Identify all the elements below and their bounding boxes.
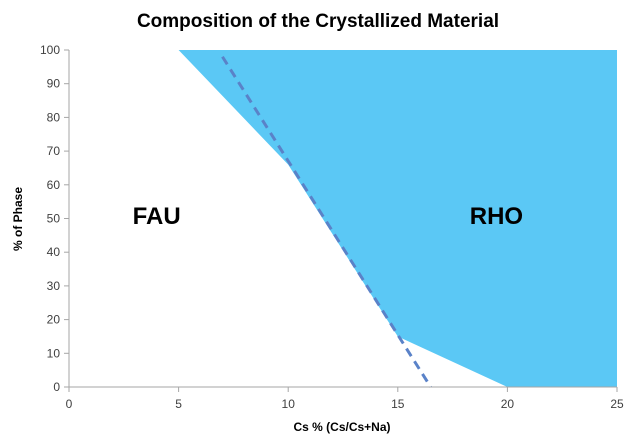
y-axis-title: % of Phase [11, 187, 25, 251]
y-tick-label: 80 [47, 110, 61, 124]
rho-region-area [178, 50, 617, 387]
y-tick-label: 0 [53, 380, 60, 394]
x-tick-label: 10 [282, 397, 296, 411]
plot-area: 0 10 20 30 40 50 60 70 80 90 100 0 5 10 15 20 25 FAU RHO [40, 43, 624, 411]
fit-line-dashed [221, 55, 432, 388]
x-tick-label: 5 [175, 397, 182, 411]
y-tick-label: 60 [47, 178, 61, 192]
x-tick-label: 20 [501, 397, 515, 411]
x-tick-label: 0 [66, 397, 73, 411]
region-label-fau: FAU [133, 203, 181, 230]
x-tick-label: 25 [610, 397, 624, 411]
y-tick-label: 30 [47, 279, 61, 293]
y-tick-label: 20 [47, 313, 61, 327]
region-label-rho: RHO [470, 203, 523, 230]
chart-title: Composition of the Crystallized Material [137, 11, 499, 32]
y-tick-label: 70 [47, 144, 61, 158]
y-tick-label: 100 [40, 43, 60, 57]
x-tick-label: 15 [391, 397, 405, 411]
x-axis-title: Cs % (Cs/Cs+Na) [293, 420, 390, 434]
y-tick-label: 50 [47, 212, 61, 226]
y-tick-label: 90 [47, 77, 61, 91]
y-tick-label: 40 [47, 245, 61, 259]
y-tick-label: 10 [47, 346, 61, 360]
